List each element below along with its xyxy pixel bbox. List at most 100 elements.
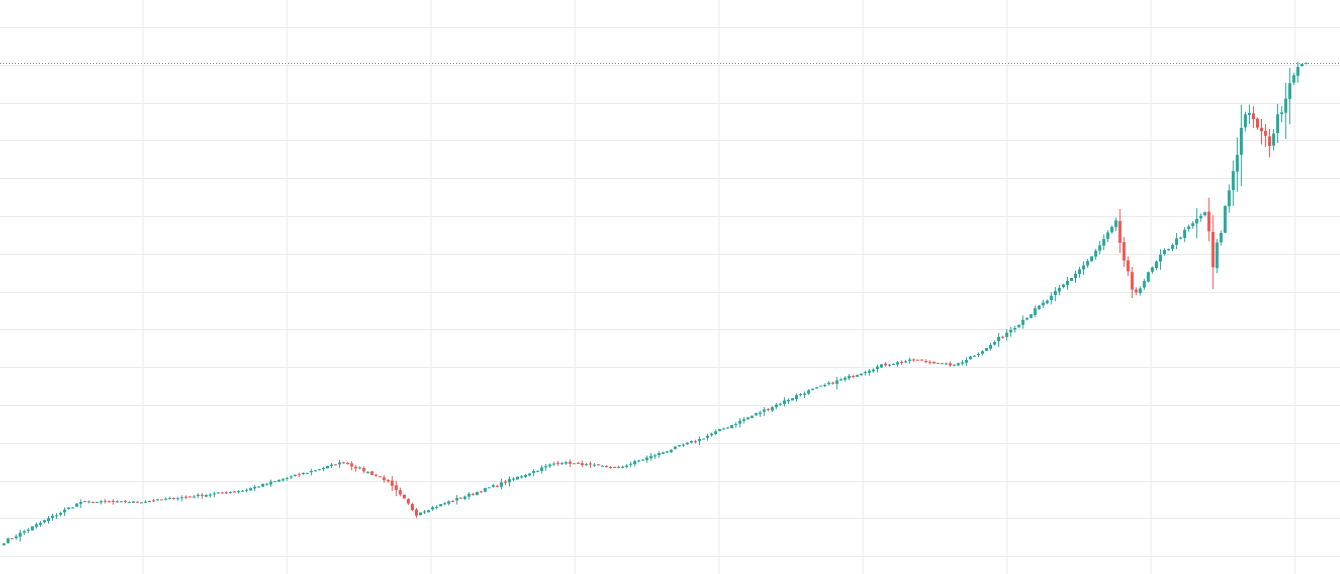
candle [738,418,742,428]
candle-body [245,489,249,491]
candle [572,463,576,465]
candle-body [1106,232,1110,239]
candle-body [103,500,107,502]
candle-body [908,359,912,361]
candle-body [212,493,216,495]
candle [1078,266,1082,278]
candle-body [928,361,932,363]
candle-body [1300,63,1304,67]
candle-body [1025,318,1029,320]
candle-body [847,375,851,379]
candle-body [1001,336,1005,338]
candle [1033,305,1037,318]
candle-body [697,438,701,442]
candle-body [859,373,863,376]
candle-body [1041,302,1045,306]
candle [932,361,936,364]
candle-body [770,407,774,411]
candle [6,537,10,544]
candle-body [762,409,766,412]
candle [673,446,677,450]
candle [544,463,548,471]
candle [552,461,556,466]
candle [346,461,350,465]
candle-body [156,499,160,501]
candle-body [774,404,778,408]
candle [867,368,871,376]
candle [459,497,463,499]
candle-body [1094,250,1098,257]
candle [540,465,544,474]
candle-body [1296,66,1300,76]
candle [342,461,346,464]
candle-body [30,526,34,531]
candle-body [1276,114,1280,134]
candle-body [754,413,758,416]
candle-body [148,501,152,503]
candle [702,438,706,440]
candle-body [63,509,67,513]
candle-body [1183,229,1187,238]
candle [277,479,281,483]
candle-body [689,441,693,443]
candle-body [455,498,459,501]
candle-body [1114,220,1118,228]
candle [592,463,596,467]
candle-body [1021,319,1025,325]
candle [196,493,200,499]
candle-body [924,360,928,362]
candle [1284,82,1288,140]
candle [548,463,552,468]
candle-body [843,377,847,380]
candle [269,479,273,487]
candle-body [297,474,301,476]
candle [285,476,289,481]
candle [1276,103,1280,144]
candle-body [580,463,584,466]
candle [1045,299,1049,305]
candle [1025,317,1029,321]
candle [524,473,528,479]
candle-body [1272,133,1276,146]
candle [528,472,532,477]
candle [406,498,410,505]
candle [75,503,79,507]
candle-body [499,482,503,487]
candle-body [815,387,819,389]
candle [107,500,111,503]
candle [91,501,95,504]
candle-body [253,486,257,489]
candle [1053,287,1057,302]
candle-body [321,468,325,470]
candle-body [799,394,803,396]
candle [536,470,540,473]
candle-body [87,501,91,503]
candle-body [6,538,10,544]
candle [1247,104,1251,124]
candle [1057,284,1061,296]
candle-body [714,431,718,434]
candle [95,501,99,503]
candle-body [556,462,560,464]
candle-body [1235,154,1239,172]
candle-body [572,463,576,465]
candle-body [139,502,143,504]
candle-body [293,474,297,477]
candle [706,433,710,441]
candle-body [568,461,572,464]
candle-body [374,474,378,476]
candle [249,487,253,491]
candle-body [766,409,770,411]
candle-body [305,472,309,474]
candle-body [875,366,879,370]
candle-body [746,417,750,420]
candle-body [932,361,936,364]
candle-body [528,473,532,476]
candle [423,510,427,515]
candle-body [249,488,253,491]
candle-body [1207,211,1211,232]
candle [59,511,63,517]
candle-body [144,501,148,503]
candle [774,403,778,410]
candle [1264,123,1268,147]
